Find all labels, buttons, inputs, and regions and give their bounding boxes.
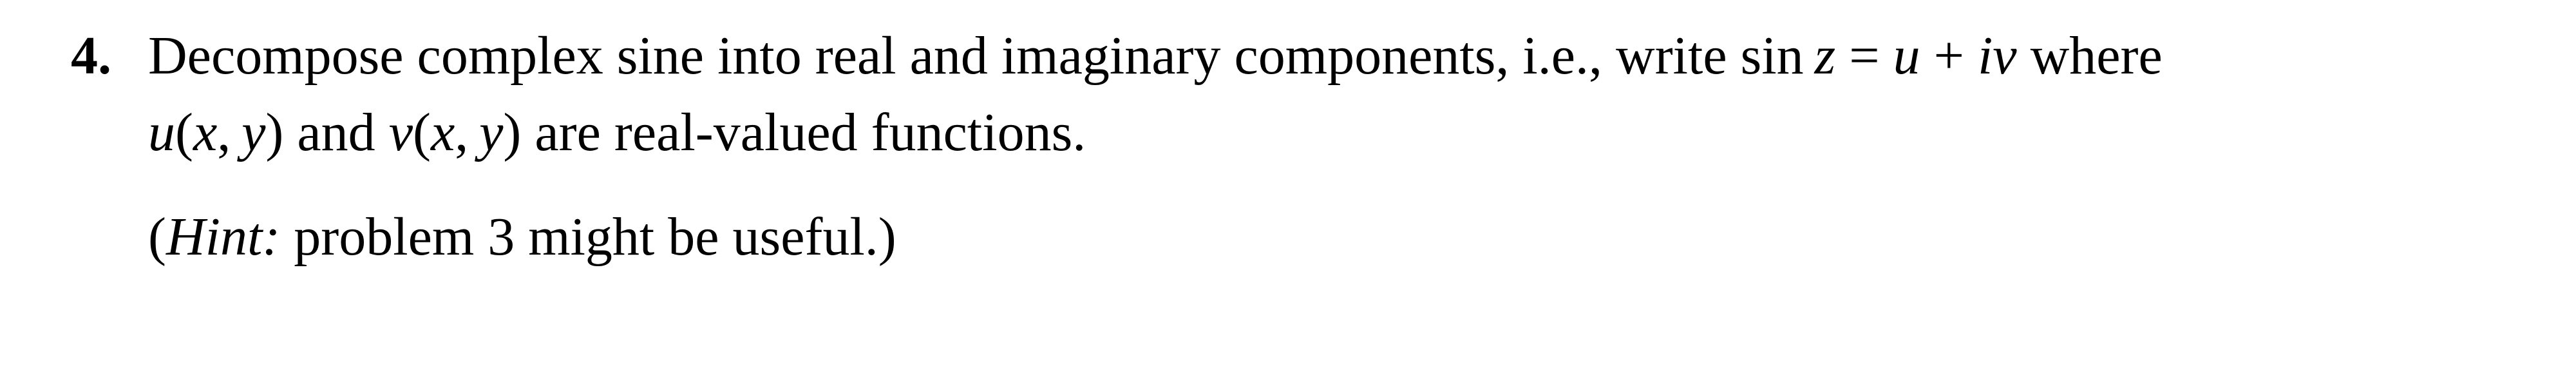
math-z: z [1815, 26, 1836, 86]
math-paren-open-1: ( [175, 102, 193, 162]
text-where: where [2017, 26, 2163, 86]
math-i: i [1978, 26, 1993, 86]
math-comma-1: , [217, 102, 231, 162]
math-plus: + [1920, 26, 1978, 86]
problem-hint: (Hint: problem 3 might be useful.) [148, 200, 2492, 273]
problem-body: Decompose complex sine into real and ima… [148, 19, 2492, 273]
math-y1: y [242, 102, 265, 162]
hint-text: problem 3 might be useful.) [280, 207, 896, 267]
hint-paren-open: ( [148, 207, 166, 267]
problem-line-2: u(x, y) and v(x, y) are real-valued func… [148, 96, 2492, 169]
math-paren-close-2: ) [503, 102, 521, 162]
problem-number: 4. [71, 19, 148, 92]
math-comma-2: , [455, 102, 468, 162]
math-u: u [1893, 26, 1920, 86]
math-x2: x [431, 102, 455, 162]
math-sin: sin [1741, 26, 1804, 86]
math-v2: v [389, 102, 413, 162]
math-thin-space-2 [468, 102, 479, 162]
math-x1: x [193, 102, 217, 162]
problem-item: 4. Decompose complex sine into real and … [71, 19, 2492, 273]
problem-line-1: Decompose complex sine into real and ima… [148, 19, 2492, 92]
text-realvalued: are real-valued functions. [521, 102, 1086, 162]
math-paren-open-2: ( [413, 102, 431, 162]
math-u2: u [148, 102, 175, 162]
math-equals: = [1835, 26, 1893, 86]
math-paren-close-1: ) [265, 102, 283, 162]
math-thin-space-1 [231, 102, 242, 162]
text-and: and [283, 102, 388, 162]
hint-label: Hint: [166, 207, 280, 267]
math-space [1804, 26, 1815, 86]
math-y2: y [479, 102, 503, 162]
text-intro: Decompose complex sine into real and ima… [148, 26, 1741, 86]
problem-page: 4. Decompose complex sine into real and … [0, 0, 2576, 293]
math-v: v [1993, 26, 2016, 86]
